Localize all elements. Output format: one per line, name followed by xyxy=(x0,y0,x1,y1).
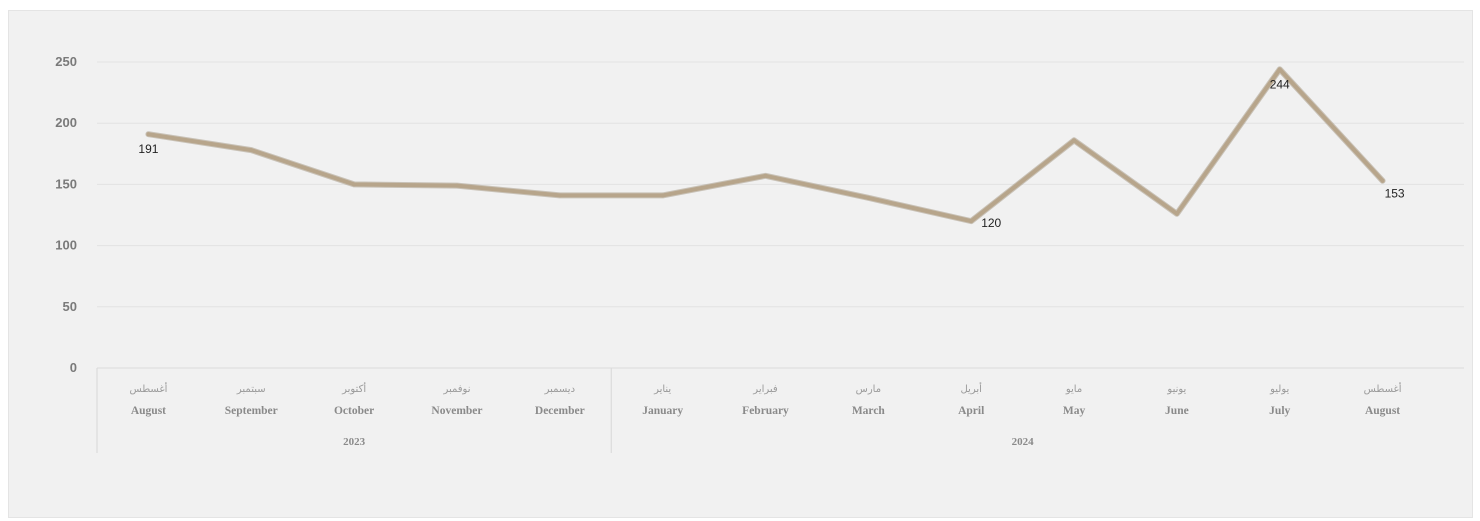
data-point xyxy=(969,219,974,224)
x-tick-label: February xyxy=(742,405,789,417)
data-label: 120 xyxy=(981,216,1001,230)
x-tick-label-arabic: مايو xyxy=(1065,384,1082,395)
x-tick-label-arabic: نوفمبر xyxy=(442,384,470,395)
x-tick-label: August xyxy=(1365,405,1400,417)
data-point xyxy=(146,132,151,137)
x-tick-label: May xyxy=(1063,405,1086,417)
x-tick-label-arabic: يونيو xyxy=(1166,384,1186,395)
y-tick-label: 150 xyxy=(55,176,77,191)
x-tick-label-arabic: يوليو xyxy=(1269,384,1289,395)
year-label: 2024 xyxy=(1012,436,1035,448)
data-point xyxy=(352,182,357,187)
data-point xyxy=(1072,138,1077,143)
x-tick-label: September xyxy=(225,405,278,417)
x-tick-label: August xyxy=(131,405,166,417)
x-tick-label: December xyxy=(535,405,585,417)
y-tick-label: 200 xyxy=(55,115,77,130)
x-tick-label-arabic: أكتوبر xyxy=(341,382,366,395)
data-point xyxy=(660,193,665,198)
y-tick-label: 0 xyxy=(70,360,77,375)
chart-panel: 0 50 100 150 200 250 2023 2024 أغسطس August سبتمبر… xyxy=(8,10,1473,518)
x-tick-label: October xyxy=(334,405,374,417)
x-tick-label-arabic: مارس xyxy=(856,384,881,395)
x-tick-label: June xyxy=(1165,405,1189,417)
data-point xyxy=(1380,178,1385,183)
data-point xyxy=(1174,211,1179,216)
x-tick-label: January xyxy=(642,405,683,417)
data-point xyxy=(557,193,562,198)
data-label: 153 xyxy=(1385,187,1405,201)
x-tick-label: July xyxy=(1269,405,1290,417)
series-line-shadow xyxy=(145,66,1386,225)
y-tick-label: 250 xyxy=(55,54,77,69)
data-point xyxy=(454,183,459,188)
series-line xyxy=(146,67,1385,224)
x-tick-label-arabic: ديسمبر xyxy=(544,384,575,395)
data-point xyxy=(763,173,768,178)
line-chart: 0 50 100 150 200 250 2023 2024 أغسطس August سبتمبر… xyxy=(55,54,1464,453)
y-tick-label: 50 xyxy=(63,299,77,314)
data-point xyxy=(866,195,871,200)
x-tick-label-arabic: أبريل xyxy=(960,382,982,395)
x-tick-label: November xyxy=(431,405,482,417)
data-label: 244 xyxy=(1270,77,1290,91)
x-tick-label-arabic: فبراير xyxy=(752,384,778,395)
x-tick-label-arabic: سبتمبر xyxy=(236,384,266,395)
data-point xyxy=(249,148,254,153)
data-label: 191 xyxy=(138,142,158,156)
x-tick-label: March xyxy=(852,405,886,417)
x-tick-label-arabic: يناير xyxy=(653,384,671,395)
data-point xyxy=(1277,67,1282,72)
year-label: 2023 xyxy=(343,436,366,448)
x-tick-label-arabic: أغسطس xyxy=(1364,382,1402,395)
y-tick-label: 100 xyxy=(55,238,77,253)
x-tick-label: April xyxy=(958,405,984,417)
x-tick-label-arabic: أغسطس xyxy=(129,382,167,395)
